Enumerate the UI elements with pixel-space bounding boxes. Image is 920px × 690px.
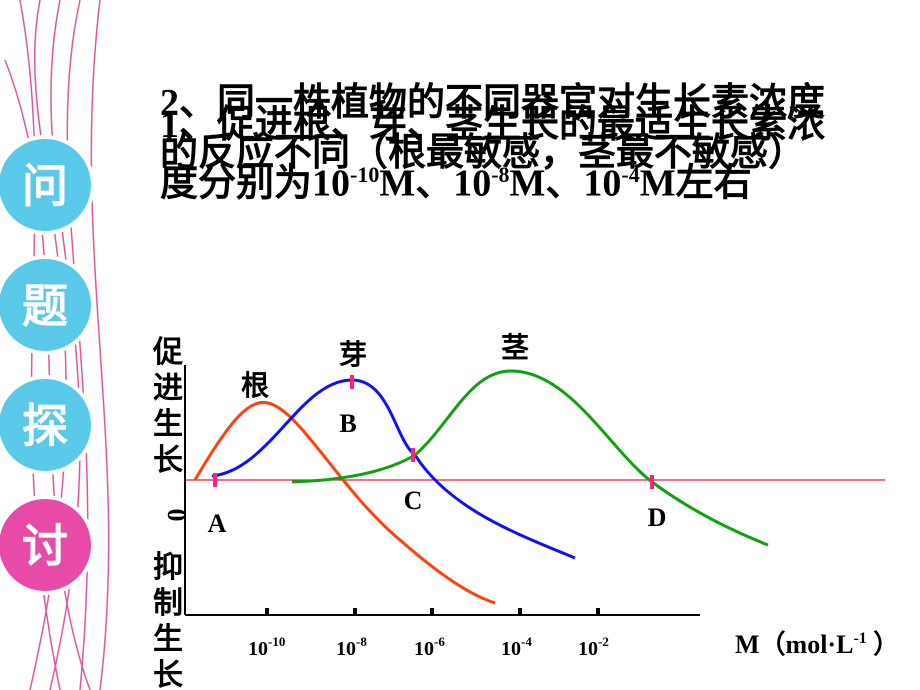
- x-tick-label: 10-6: [414, 634, 445, 660]
- tick-exp: -4: [521, 634, 532, 649]
- tab-circle: [0, 135, 95, 235]
- tick-exp: -2: [598, 634, 609, 649]
- x-tick-label: 10-2: [578, 634, 609, 660]
- point-label: B: [339, 409, 356, 438]
- tick-base: 10: [501, 638, 521, 660]
- y-label-top: 生: [153, 408, 183, 441]
- x-axis-label: M（mol·L-1 ）: [735, 630, 899, 659]
- tick-exp: -8: [356, 634, 367, 649]
- question-2: 2、同一株植物的不同器官对生长素浓度的反应不同（根最敏感，茎最不敏感）: [160, 78, 850, 178]
- question-1: 1、促进根、芽、茎生长的最适生长素浓度分别为10-10M、10-8M、10-4M…: [160, 100, 850, 209]
- text: M、10: [379, 162, 492, 205]
- tick-base: 10: [414, 638, 434, 660]
- text: 1、促进根、芽、茎生长的最适生长素浓度分别为10: [160, 104, 826, 205]
- superscript: -10: [350, 162, 380, 187]
- tab-label: 问: [22, 161, 68, 212]
- y-label-bottom: 生: [153, 623, 183, 656]
- text: M、10: [509, 162, 622, 205]
- bud-curve: [211, 378, 576, 560]
- tab-label: 讨: [22, 521, 68, 572]
- tick-base: 10: [578, 638, 598, 660]
- x-tick-label: 10-4: [501, 634, 532, 660]
- text: M左右: [639, 162, 752, 205]
- y-label-bottom: 长: [153, 659, 183, 690]
- y-label-top: 进: [153, 372, 183, 405]
- y-label-zero: 0: [162, 509, 191, 522]
- superscript: -8: [491, 162, 510, 187]
- tab-label: 探: [22, 401, 68, 452]
- axes: [184, 365, 700, 616]
- tab-label: 题: [22, 281, 68, 332]
- curve-label: 茎: [501, 332, 529, 364]
- x-label-part: M（mol·L: [735, 630, 853, 659]
- point-label: D: [648, 503, 667, 532]
- tab-circle: [0, 495, 95, 595]
- x-label-part: ）: [867, 630, 900, 659]
- stem-curve: [291, 369, 769, 547]
- tab-circle: [0, 255, 95, 355]
- root-curve: [193, 400, 496, 605]
- y-label-bottom: 抑: [153, 551, 183, 584]
- curve-label: 芽: [339, 339, 367, 371]
- y-label-top: 促: [152, 336, 183, 369]
- x-tick-label: 10-8: [336, 634, 367, 660]
- superscript: -4: [621, 162, 640, 187]
- tick-exp: -6: [434, 634, 445, 649]
- point-markers: [213, 375, 654, 489]
- tick-exp: -10: [268, 634, 285, 649]
- point-label: C: [404, 486, 423, 515]
- y-label-top: 长: [153, 444, 183, 477]
- x-label-part: -1: [853, 630, 866, 647]
- tick-base: 10: [336, 638, 356, 660]
- tab-circle: [0, 375, 95, 475]
- curve-label: 根: [241, 370, 269, 402]
- tick-base: 10: [248, 638, 268, 660]
- x-tick-label: 10-10: [248, 634, 285, 660]
- y-label-bottom: 制: [153, 587, 183, 620]
- point-label: A: [208, 509, 227, 538]
- text: 2、同一株植物的不同器官对生长素浓度的反应不同（根最敏感，茎最不敏感）: [160, 82, 826, 174]
